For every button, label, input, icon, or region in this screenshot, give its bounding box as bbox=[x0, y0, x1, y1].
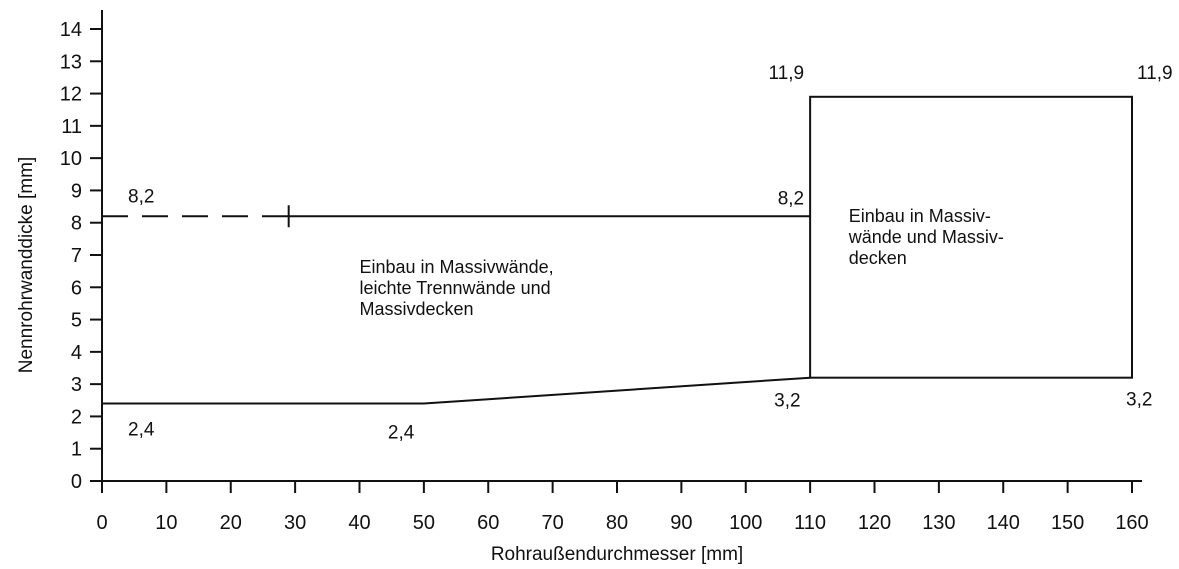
region-massivwaende-leichte-trennwaende: Einbau in Massivwände, leichte Trennwänd… bbox=[102, 205, 811, 405]
point-labels: 8,2 8,2 11,9 11,9 2,4 2,4 3,2 3,2 bbox=[128, 63, 1173, 444]
x-axis-label: Rohraußendurchmesser [mm] bbox=[491, 544, 743, 565]
y-tick-label-0: 0 bbox=[71, 471, 82, 493]
point-label-1: 8,2 bbox=[778, 188, 804, 209]
x-tick-label-130: 130 bbox=[922, 512, 955, 534]
y-axis-label: Nennrohrwanddicke [mm] bbox=[16, 157, 37, 373]
x-tick-label-140: 140 bbox=[987, 512, 1020, 534]
point-label-0: 8,2 bbox=[128, 186, 154, 207]
x-tick-label-20: 20 bbox=[220, 512, 242, 534]
x-tick-label-70: 70 bbox=[542, 512, 564, 534]
x-tick-label-40: 40 bbox=[348, 512, 370, 534]
y-tick-label-10: 10 bbox=[60, 148, 82, 170]
y-tick-label-5: 5 bbox=[71, 310, 82, 332]
y-tick-label-13: 13 bbox=[60, 51, 82, 73]
y-tick-label-7: 7 bbox=[71, 245, 82, 267]
y-tick-label-4: 4 bbox=[71, 342, 82, 364]
x-tick-label-110: 110 bbox=[794, 512, 826, 534]
y-tick-label-6: 6 bbox=[71, 277, 82, 299]
point-label-3: 11,9 bbox=[1137, 63, 1173, 84]
region-1-annotation-line-3: Massivdecken bbox=[360, 299, 474, 319]
region-massivwaende-massivdecken: Einbau in Massiv- wände und Massiv- deck… bbox=[809, 95, 1133, 379]
y-tick-label-3: 3 bbox=[71, 374, 82, 396]
x-tick-label-50: 50 bbox=[413, 512, 435, 534]
y-tick-label-12: 12 bbox=[60, 84, 82, 106]
y-tick-label-1: 1 bbox=[71, 439, 82, 461]
y-tick-label-8: 8 bbox=[71, 213, 82, 235]
x-tick-label-120: 120 bbox=[858, 512, 891, 534]
region-2-annotation-line-3: decken bbox=[849, 248, 907, 268]
x-tick-label-10: 10 bbox=[155, 512, 177, 534]
y-tick-label-14: 14 bbox=[60, 19, 82, 41]
lower-limit-line bbox=[102, 376, 811, 405]
region-2-annotation-line-1: Einbau in Massiv- bbox=[849, 206, 991, 226]
x-tick-label-60: 60 bbox=[477, 512, 499, 534]
point-label-7: 3,2 bbox=[1126, 390, 1152, 411]
y-tick-label-11: 11 bbox=[61, 116, 82, 138]
region-2-annotation: Einbau in Massiv- wände und Massiv- deck… bbox=[848, 206, 1009, 268]
point-label-6: 3,2 bbox=[774, 391, 800, 412]
x-tick-label-160: 160 bbox=[1115, 512, 1148, 534]
point-label-5: 2,4 bbox=[388, 423, 415, 444]
x-tick-label-90: 90 bbox=[670, 512, 692, 534]
x-tick-label-100: 100 bbox=[729, 512, 762, 534]
x-tick-label-80: 80 bbox=[606, 512, 628, 534]
point-label-4: 2,4 bbox=[128, 420, 155, 441]
region-2-rectangle bbox=[809, 95, 1133, 379]
y-tick-label-9: 9 bbox=[71, 180, 82, 202]
x-tick-label-30: 30 bbox=[284, 512, 306, 534]
region-2-annotation-line-2: wände und Massiv- bbox=[848, 227, 1004, 247]
y-tick-label-2: 2 bbox=[71, 406, 82, 428]
region-1-annotation-line-2: leichte Trennwände und bbox=[360, 278, 551, 298]
point-label-2: 11,9 bbox=[769, 63, 805, 84]
region-1-annotation-line-1: Einbau in Massivwände, bbox=[360, 257, 554, 277]
region-1-annotation: Einbau in Massivwände, leichte Trennwänd… bbox=[360, 257, 559, 319]
x-tick-label-0: 0 bbox=[96, 512, 107, 534]
x-tick-label-150: 150 bbox=[1051, 512, 1084, 534]
x-ticks: 0 10 20 30 40 50 60 70 80 90 100 110 120 130 140 150 160 bbox=[96, 481, 1149, 534]
